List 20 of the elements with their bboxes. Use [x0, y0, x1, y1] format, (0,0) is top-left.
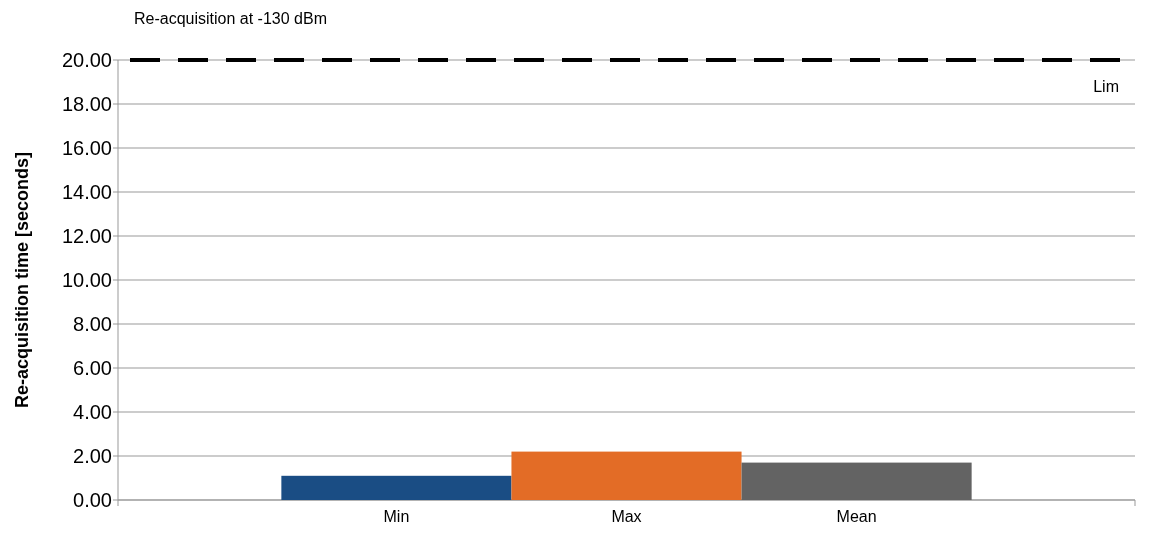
- chart-title: Re-acquisition at -130 dBm: [134, 10, 327, 27]
- bar: [281, 475, 512, 500]
- y-tick-label: 18.00: [61, 93, 112, 115]
- y-tick-label: 10.00: [61, 269, 112, 291]
- y-tick-label: 4.00: [73, 401, 112, 423]
- y-tick-label: 6.00: [73, 357, 112, 379]
- y-tick-label: 2.00: [73, 445, 112, 467]
- y-tick-label: 8.00: [73, 313, 112, 335]
- x-tick-label: Mean: [836, 508, 877, 525]
- y-tick-label: 0.00: [73, 489, 112, 511]
- bar: [741, 462, 972, 500]
- y-tick-label: 12.00: [61, 225, 112, 247]
- y-axis-title: Re-acquisition time [seconds]: [12, 151, 32, 409]
- ref-line-label: Lim: [1093, 78, 1119, 95]
- x-tick-label: Max: [611, 508, 642, 525]
- y-tick-label: 20.00: [61, 49, 112, 71]
- bar: [511, 451, 742, 500]
- y-tick-label: 14.00: [61, 181, 112, 203]
- x-tick-label: Min: [383, 508, 410, 525]
- y-tick-label: 16.00: [61, 137, 112, 159]
